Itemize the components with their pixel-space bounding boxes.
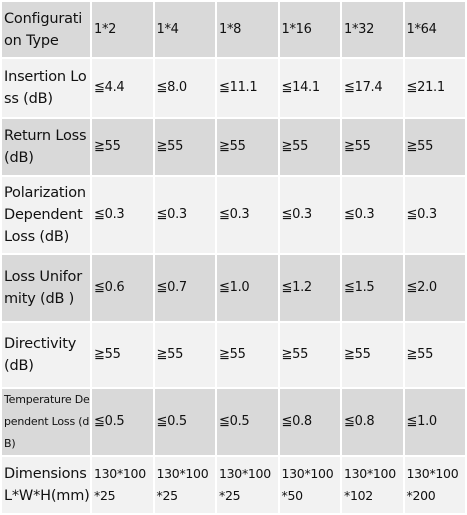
table-cell: ≧55 [279,323,340,387]
table-cell: ≦4.4 [92,59,153,117]
table-header-row: Configuration Type 1*2 1*4 1*8 1*16 1*32… [2,2,465,57]
column-header: 1*32 [342,2,403,57]
table-cell: ≦0.6 [92,255,153,321]
table-cell: ≦14.1 [279,59,340,117]
table-row: Temperature Dependent Loss (dB) ≦0.5 ≦0.… [2,389,465,455]
row-label: Polarization Dependent Loss (dB) [2,177,90,253]
table-cell: ≦17.4 [342,59,403,117]
table-cell: ≦1.0 [404,389,465,455]
table-cell: ≧55 [154,323,215,387]
table-row: Directivity (dB) ≧55 ≧55 ≧55 ≧55 ≧55 ≧55 [2,323,465,387]
table-cell: ≦0.5 [154,389,215,455]
row-label: Return Loss (dB) [2,119,90,175]
row-label: Insertion Loss (dB) [2,59,90,117]
table-cell: ≦0.3 [279,177,340,253]
table-cell: ≦0.3 [217,177,278,253]
table-cell: ≦1.0 [217,255,278,321]
table-cell: ≧55 [404,323,465,387]
table-cell: ≦21.1 [404,59,465,117]
row-label: Temperature Dependent Loss (dB) [2,389,90,455]
table-cell: ≦0.8 [279,389,340,455]
table-cell: ≦0.5 [217,389,278,455]
table-cell: ≦8.0 [154,59,215,117]
table-cell: ≦1.2 [279,255,340,321]
table-row: Loss Uniformity (dB ) ≦0.6 ≦0.7 ≦1.0 ≦1.… [2,255,465,321]
table-cell: ≦11.1 [217,59,278,117]
column-header: 1*64 [404,2,465,57]
row-label: Loss Uniformity (dB ) [2,255,90,321]
table-row: Polarization Dependent Loss (dB) ≦0.3 ≦0… [2,177,465,253]
table-row: Insertion Loss (dB) ≦4.4 ≦8.0 ≦11.1 ≦14.… [2,59,465,117]
column-header: 1*8 [217,2,278,57]
table-cell: ≧55 [342,323,403,387]
row-label: Directivity (dB) [2,323,90,387]
table-cell: 130*100 *102 [342,457,403,513]
table-cell: ≦2.0 [404,255,465,321]
table-cell: ≧55 [217,119,278,175]
table-cell: ≦0.8 [342,389,403,455]
table-cell: ≦0.3 [92,177,153,253]
table-cell: ≦0.3 [342,177,403,253]
column-header: 1*16 [279,2,340,57]
table-cell: ≧55 [404,119,465,175]
row-label: Configuration Type [2,2,90,57]
table-cell: 130*100 *25 [217,457,278,513]
table-row: Dimensions L*W*H(mm) 130*100 *25 130*100… [2,457,465,513]
table-cell: ≦1.5 [342,255,403,321]
table-cell: ≧55 [154,119,215,175]
table-cell: ≧55 [92,323,153,387]
table-cell: ≧55 [279,119,340,175]
table-cell: ≦0.3 [404,177,465,253]
table-cell: 130*100 *200 [404,457,465,513]
table-cell: ≦0.3 [154,177,215,253]
table-cell: ≦0.5 [92,389,153,455]
table-cell: ≧55 [342,119,403,175]
table-cell: 130*100 *25 [92,457,153,513]
table-cell: 130*100 *50 [279,457,340,513]
column-header: 1*2 [92,2,153,57]
table-cell: 130*100 *25 [154,457,215,513]
table-cell: ≧55 [92,119,153,175]
column-header: 1*4 [154,2,215,57]
row-label: Dimensions L*W*H(mm) [2,457,90,513]
table-cell: ≧55 [217,323,278,387]
table-cell: ≦0.7 [154,255,215,321]
table-row: Return Loss (dB) ≧55 ≧55 ≧55 ≧55 ≧55 ≧55 [2,119,465,175]
